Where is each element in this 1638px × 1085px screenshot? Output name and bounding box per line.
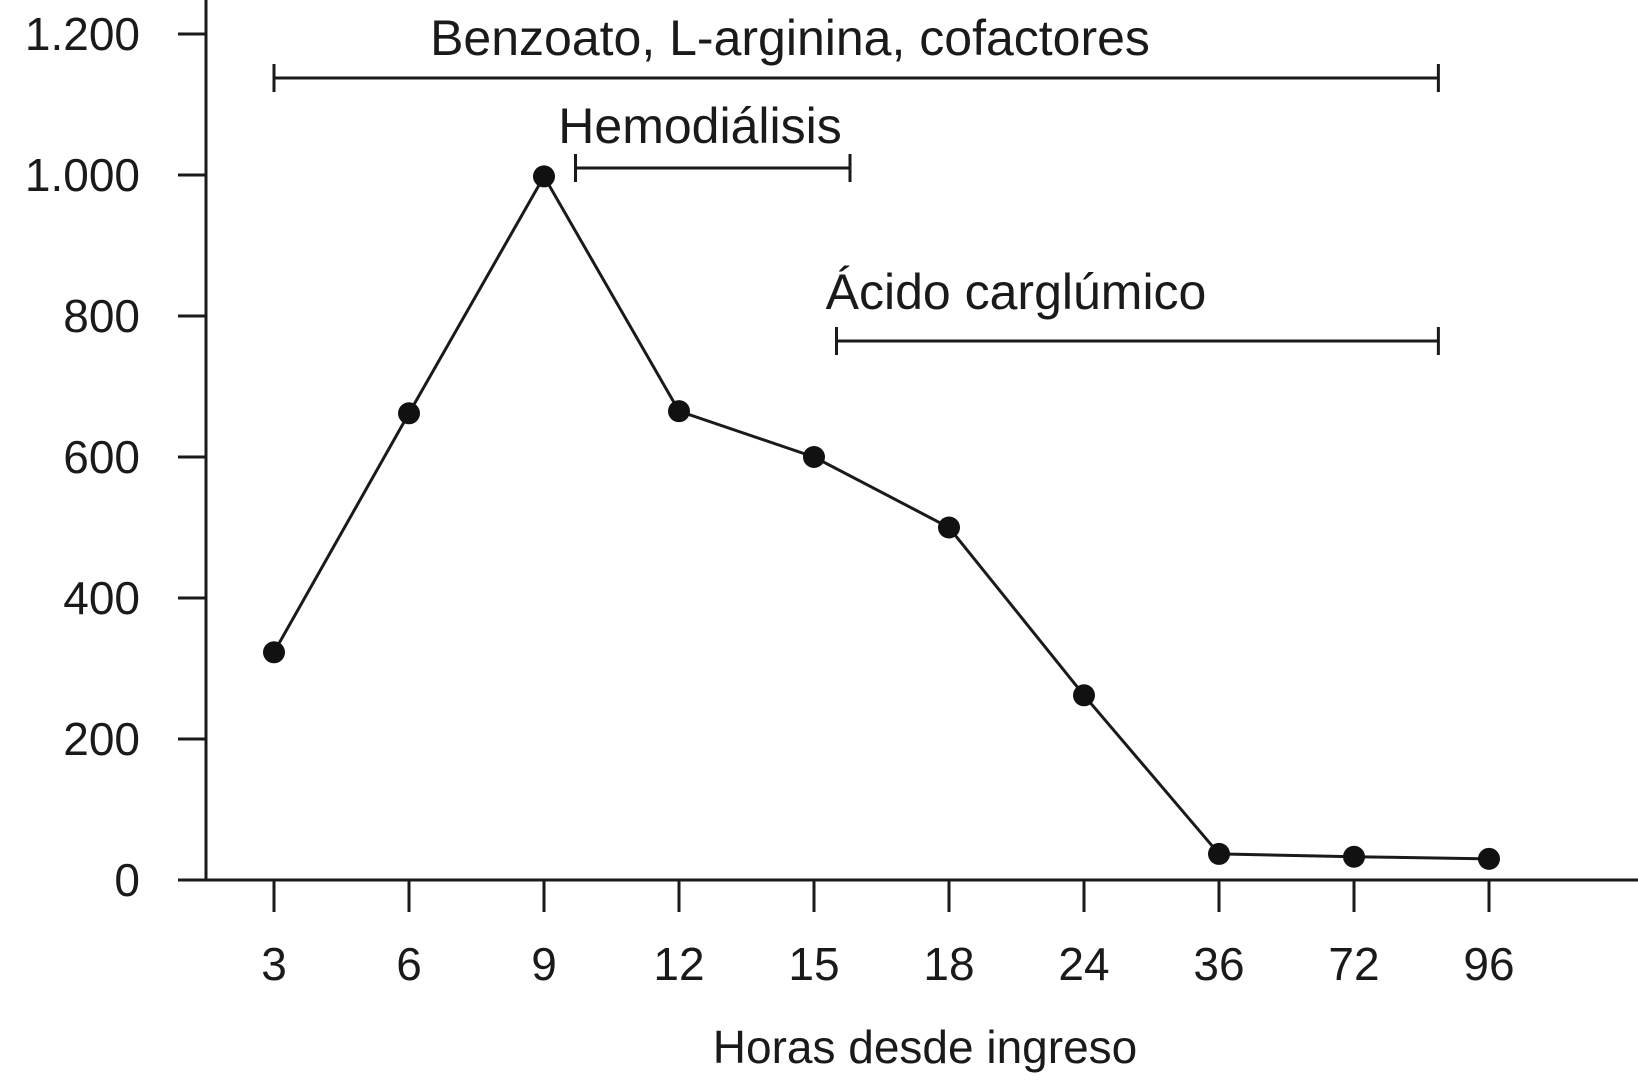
interval-label: Hemodiálisis	[558, 98, 841, 154]
interval-label: Benzoato, L-arginina, cofactores	[430, 10, 1150, 66]
x-axis-label: Horas desde ingreso	[713, 1021, 1137, 1073]
interval: Benzoato, L-arginina, cofactores	[272, 10, 1440, 92]
interval: Hemodiálisis	[558, 98, 852, 182]
x-tick-label: 3	[261, 938, 287, 990]
series-layer	[263, 165, 1500, 870]
interval-label: Ácido carglúmico	[826, 264, 1207, 320]
y-tick-label: 1.000	[25, 149, 140, 201]
x-tick-label: 24	[1058, 938, 1109, 990]
data-point	[398, 402, 420, 425]
x-tick-label: 96	[1463, 938, 1514, 990]
data-point	[1343, 845, 1365, 868]
x-tick-label: 12	[653, 938, 704, 990]
y-tick-label: 200	[63, 713, 140, 765]
y-tick-label: 800	[63, 290, 140, 342]
y-tick-label: 400	[63, 572, 140, 624]
x-tick-label: 18	[923, 938, 974, 990]
data-point	[533, 165, 555, 188]
x-tick-label: 36	[1193, 938, 1244, 990]
y-tick-label: 1.200	[25, 8, 140, 60]
x-tick-label: 6	[396, 938, 422, 990]
data-point	[803, 446, 825, 468]
interval: Ácido carglúmico	[826, 264, 1440, 355]
data-point	[1073, 684, 1095, 707]
x-tick-label: 9	[531, 938, 557, 990]
data-point	[1478, 847, 1500, 870]
series-line	[272, 173, 1490, 861]
data-point	[668, 400, 690, 423]
axes	[204, 0, 1638, 882]
treatment-intervals: Benzoato, L-arginina, cofactores Hemodiál…	[272, 10, 1440, 355]
x-axis-ticks: 3 6 9 12 15 18 24 36 72 96	[261, 880, 1515, 990]
y-axis-ticks: 0 200 400 600 800 1.000 1.200	[25, 8, 206, 906]
y-tick-label: 600	[63, 431, 140, 483]
x-tick-label: 72	[1328, 938, 1379, 990]
x-tick-label: 15	[788, 938, 839, 990]
y-tick-label: 0	[114, 854, 140, 906]
data-point	[1208, 842, 1230, 865]
data-point	[938, 516, 960, 539]
data-point	[263, 641, 285, 664]
